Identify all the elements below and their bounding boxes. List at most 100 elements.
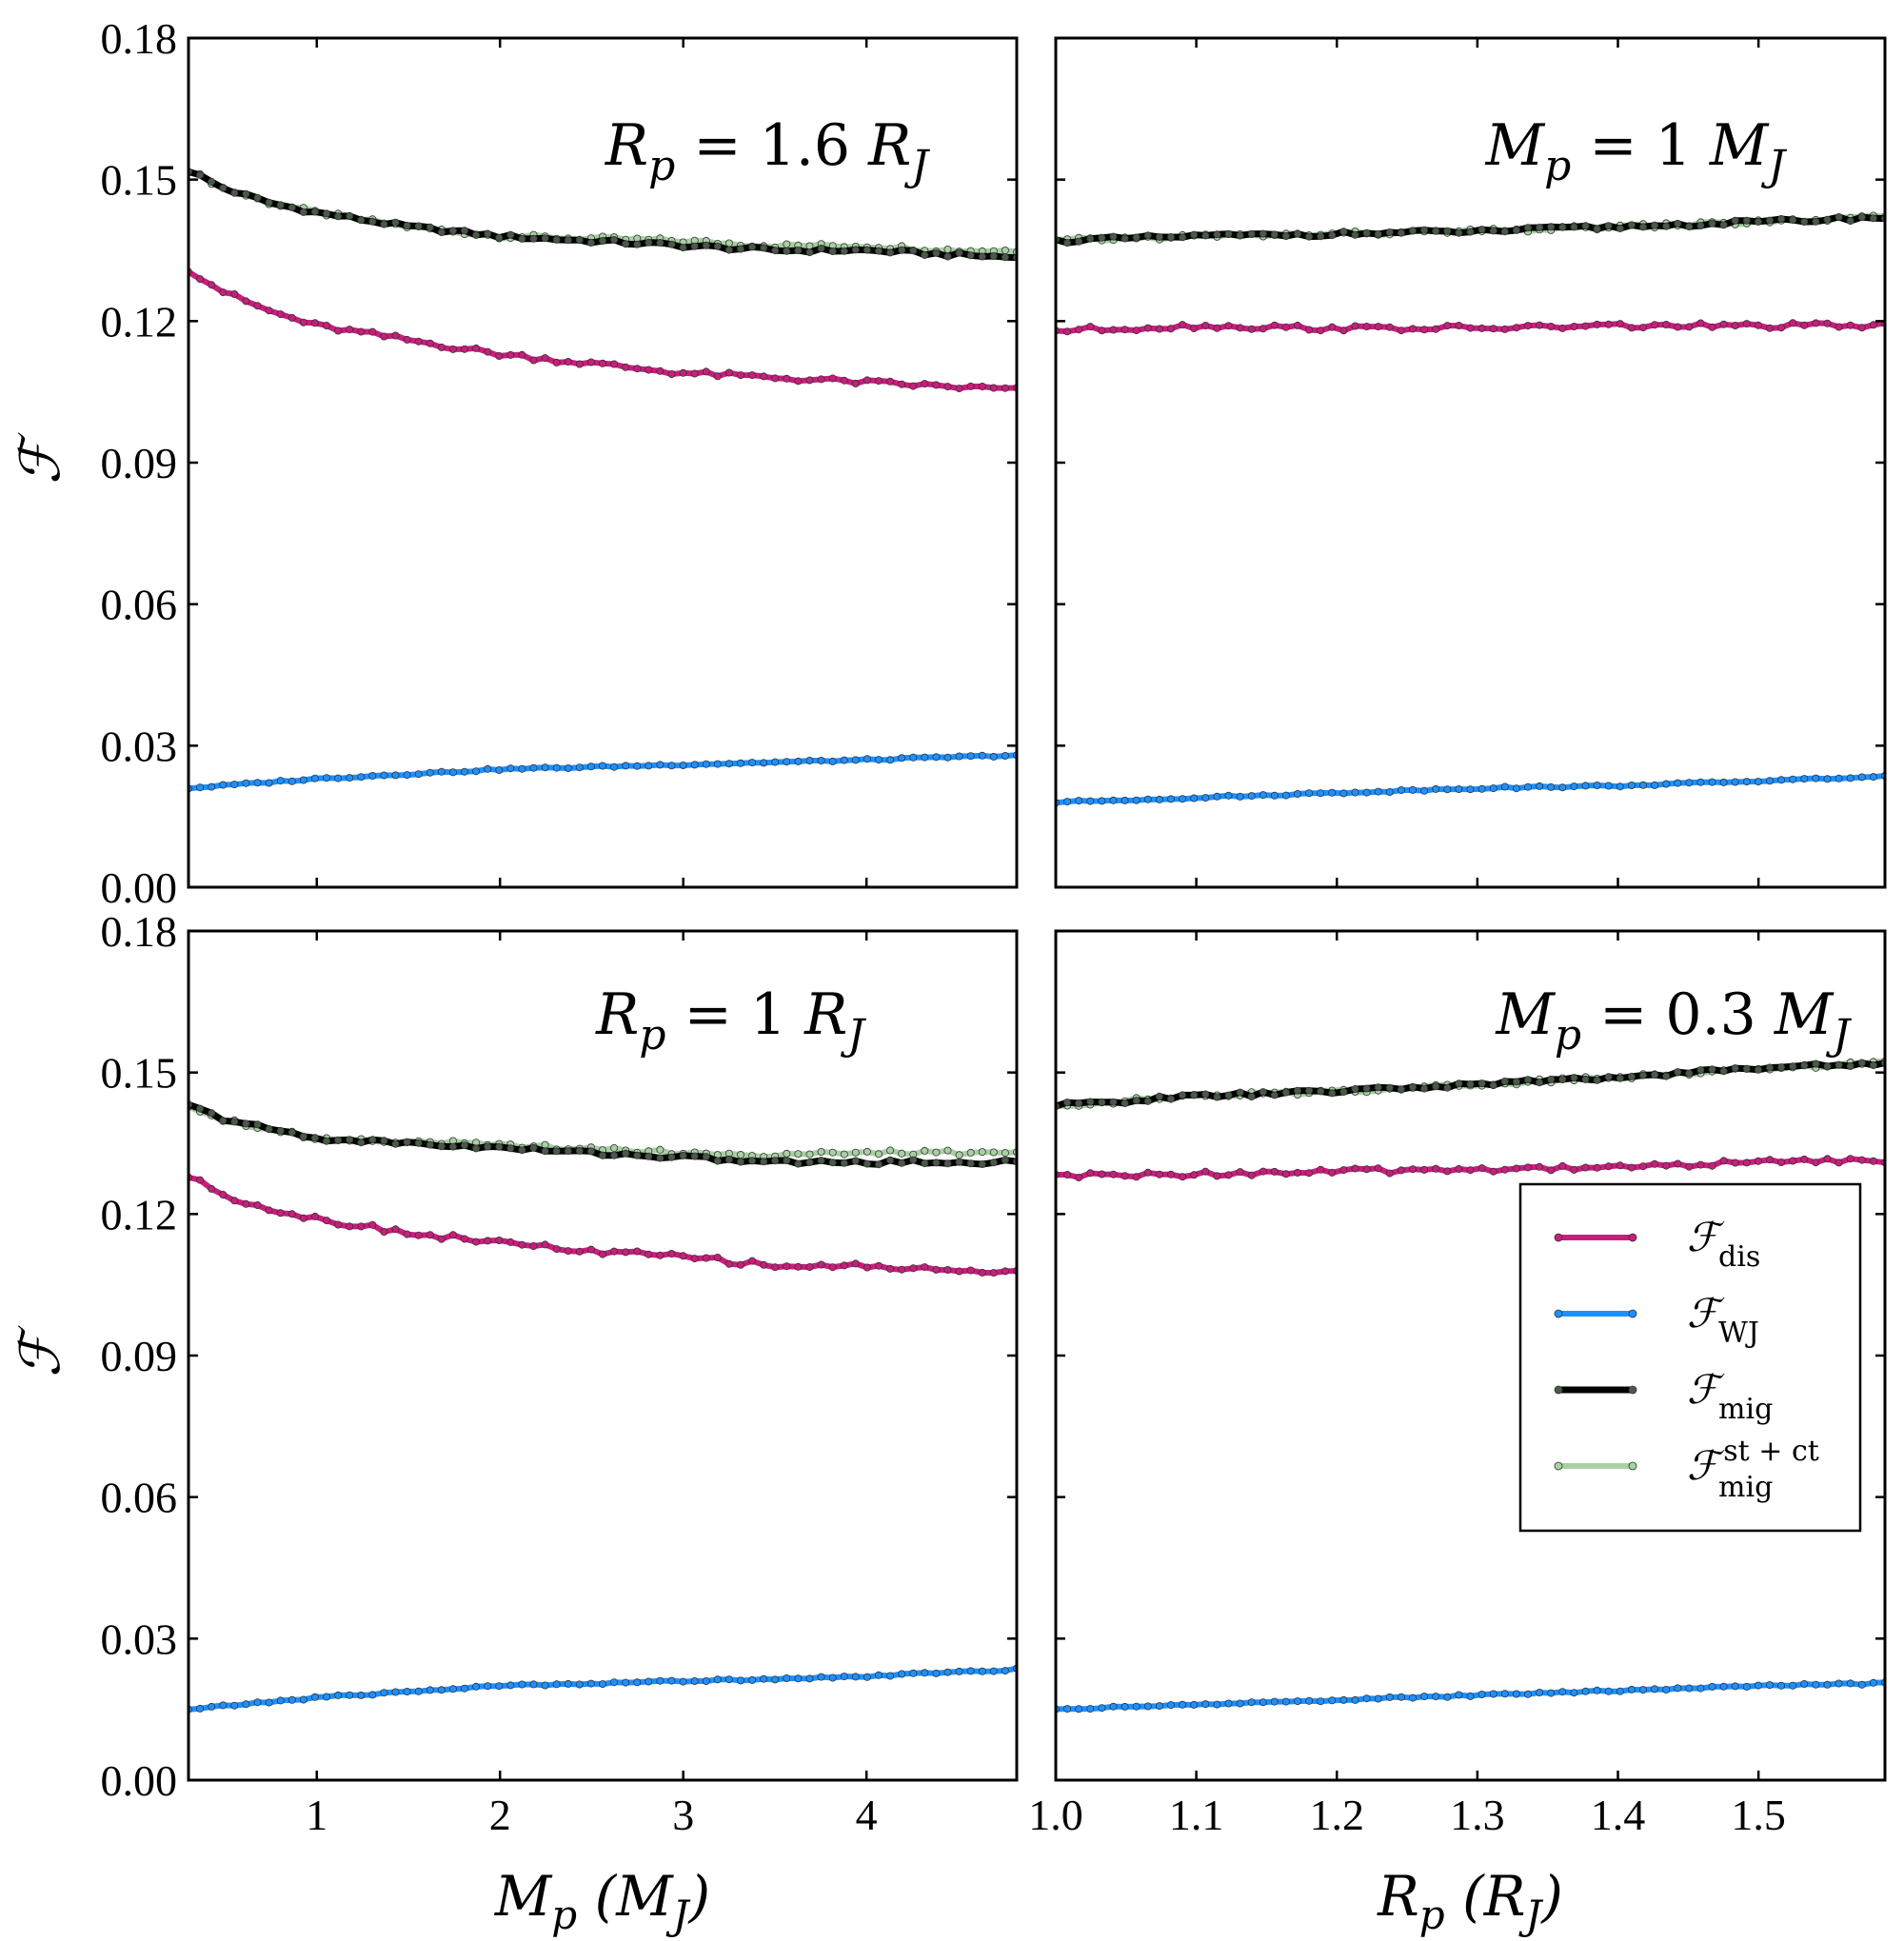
data-point [310, 1134, 319, 1142]
data-point [460, 345, 468, 353]
data-point [1674, 219, 1682, 228]
data-point [575, 360, 584, 368]
data-point [1754, 1065, 1762, 1074]
data-point [1121, 796, 1129, 804]
data-point [1001, 1667, 1009, 1675]
data-point [541, 354, 549, 363]
data-point [586, 358, 595, 366]
data-point [978, 1148, 986, 1157]
data-point [599, 236, 607, 245]
data-point [1259, 1088, 1267, 1097]
data-point [966, 1266, 975, 1275]
data-point [1132, 327, 1140, 335]
data-point [1823, 1155, 1832, 1163]
data-point [346, 774, 354, 782]
legend-label: ℱmigst + ct [1687, 1435, 1819, 1504]
data-point [667, 762, 676, 770]
data-point [1616, 1161, 1624, 1170]
data-point [1604, 222, 1613, 230]
data-point [1731, 216, 1739, 225]
data-point [1685, 779, 1694, 787]
data-point [403, 335, 411, 344]
data-point [1662, 1161, 1671, 1170]
data-point [1201, 1090, 1210, 1099]
data-point [932, 1148, 941, 1157]
data-point [828, 1674, 837, 1682]
data-point [840, 1673, 848, 1681]
data-point [1478, 1691, 1486, 1699]
data-point [448, 768, 457, 777]
data-point [322, 774, 330, 782]
data-point [448, 345, 457, 353]
data-point [1455, 1691, 1463, 1699]
data-point [966, 382, 975, 390]
data-point [1001, 1156, 1009, 1164]
data-point [886, 248, 895, 257]
data-point [472, 1682, 481, 1691]
data-point [541, 1147, 549, 1156]
data-point [921, 1146, 929, 1155]
data-point [1708, 323, 1716, 331]
data-point [403, 771, 411, 780]
data-point [1581, 322, 1590, 330]
legend-marker [1554, 1233, 1563, 1242]
data-point [1823, 1062, 1832, 1071]
data-point [586, 238, 595, 247]
data-point [932, 248, 941, 257]
data-point [1500, 325, 1509, 333]
data-point [219, 184, 228, 192]
data-point [909, 1156, 918, 1164]
data-point [288, 1128, 296, 1137]
data-point [1179, 233, 1187, 242]
data-point [737, 1676, 745, 1685]
data-point [1397, 786, 1405, 795]
data-point [1270, 321, 1279, 329]
data-point [426, 223, 434, 231]
y-tick-label: 0.12 [101, 297, 178, 346]
data-point [1708, 1682, 1716, 1691]
data-point [1001, 1149, 1009, 1158]
data-point [783, 240, 791, 248]
data-point [391, 1688, 400, 1696]
data-point [1536, 223, 1544, 231]
data-point [564, 1147, 572, 1156]
data-point [322, 1137, 330, 1145]
panel-annotation: Rp = 1 RJ [595, 981, 866, 1060]
data-point [863, 1673, 871, 1681]
data-point [484, 229, 492, 238]
data-point [1789, 1157, 1797, 1165]
data-point [1777, 776, 1786, 784]
data-point [1466, 228, 1475, 236]
data-point [656, 1251, 664, 1259]
data-point [414, 1687, 423, 1695]
data-point [357, 1139, 366, 1147]
data-point [1570, 322, 1578, 330]
data-point [760, 1260, 768, 1269]
data-point [932, 381, 941, 389]
data-point [310, 1212, 319, 1220]
data-point [575, 1247, 584, 1256]
data-point [610, 1144, 619, 1153]
data-point [1109, 1098, 1118, 1106]
data-point [495, 1682, 504, 1691]
data-point [1339, 1166, 1348, 1175]
data-point [208, 1184, 216, 1193]
data-point [529, 234, 538, 243]
data-point [1558, 1076, 1567, 1084]
data-point [1766, 1681, 1775, 1690]
data-point [1420, 326, 1429, 334]
data-point [932, 1159, 941, 1167]
data-point [1789, 775, 1797, 783]
data-point [1512, 324, 1520, 332]
data-point [1742, 778, 1751, 786]
data-point [1086, 797, 1095, 805]
data-point [518, 764, 526, 773]
data-point [1581, 1075, 1590, 1083]
data-point [702, 367, 710, 376]
data-point [1524, 322, 1533, 330]
data-point [633, 365, 642, 373]
data-point [1662, 1072, 1671, 1080]
data-point [1190, 1700, 1199, 1709]
data-point [472, 1144, 481, 1153]
data-point [1455, 321, 1463, 329]
